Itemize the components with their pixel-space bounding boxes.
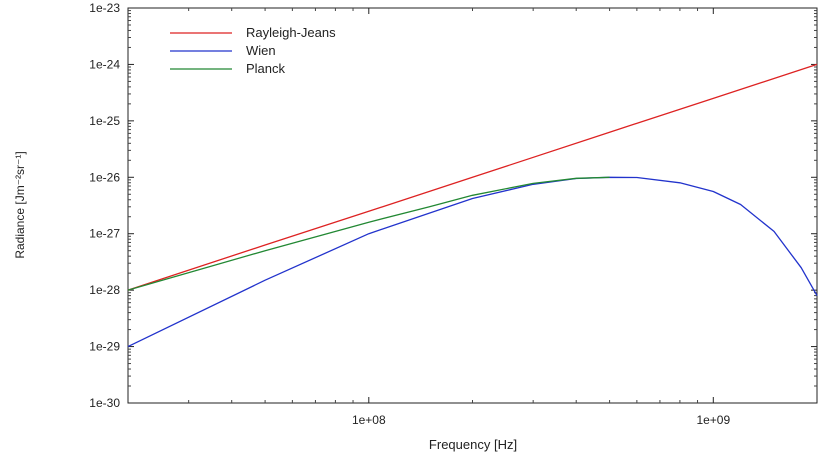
series-lines — [127, 63, 818, 348]
x-tick-label: 1e+09 — [696, 413, 730, 427]
legend-label: Wien — [246, 43, 276, 58]
y-axis: 1e-23 1e-24 1e-25 1e-26 1e-27 1e-28 1e-29 1e-30 — [89, 1, 817, 410]
y-tick-label: 1e-29 — [89, 340, 120, 354]
y-tick-label: 1e-24 — [89, 57, 120, 71]
y-tick-label: 1e-30 — [89, 396, 120, 410]
y-tick-label: 1e-26 — [89, 170, 120, 184]
y-tick-label: 1e-23 — [89, 1, 120, 15]
y-tick-label: 1e-28 — [89, 283, 120, 297]
plot-area — [127, 7, 818, 404]
y-axis-label: Radiance [Jm⁻²sr⁻¹] — [13, 151, 27, 258]
legend-label: Planck — [246, 61, 286, 76]
series-line-rayleigh-jeans — [127, 63, 818, 291]
series-line-planck — [127, 176, 610, 291]
series-line-wien — [127, 176, 818, 348]
y-tick-label: 1e-25 — [89, 114, 120, 128]
legend-label: Rayleigh-Jeans — [246, 25, 336, 40]
legend: Rayleigh-Jeans Wien Planck — [170, 25, 336, 76]
x-axis: 1e+08 1e+09 — [188, 8, 730, 427]
x-tick-label: 1e+08 — [352, 413, 386, 427]
y-tick-label: 1e-27 — [89, 227, 120, 241]
x-axis-label: Frequency [Hz] — [429, 437, 517, 452]
